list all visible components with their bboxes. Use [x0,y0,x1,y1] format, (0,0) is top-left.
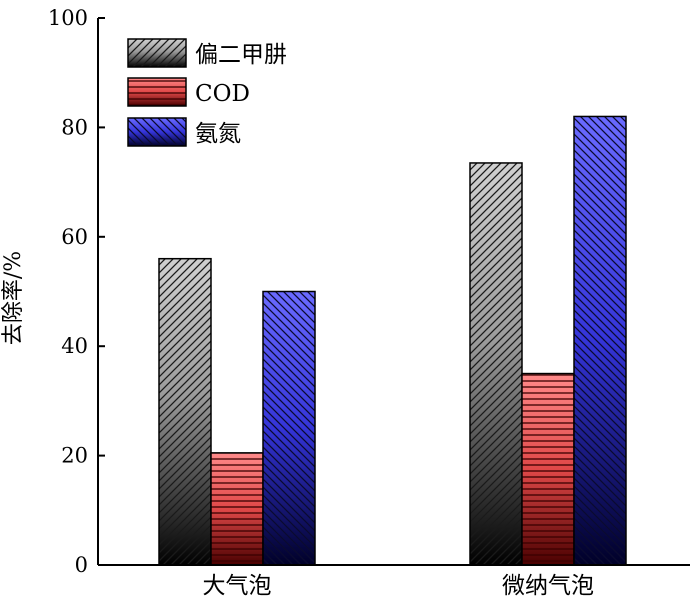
legend-item: 偏二甲肼 [127,38,287,68]
legend-label: COD [195,81,250,107]
category-labels-group: 大气泡 微纳气泡 [203,573,595,599]
y-tick-label: 100 [48,6,88,30]
axes-group [97,18,690,566]
y-axis-title: 去除率/% [1,251,26,345]
legend-item: 氨氮 [127,117,241,147]
bar [573,115,627,566]
y-tick-label: 80 [61,115,88,139]
bars-group [158,115,627,566]
y-tick-label: 0 [75,553,88,577]
bar [158,257,212,566]
x-category-label: 微纳气泡 [502,573,594,599]
legend-label: 偏二甲肼 [195,42,287,68]
legend-swatch [127,38,187,68]
x-category-label: 大气泡 [203,573,272,599]
y-tick-label: 40 [61,334,88,358]
legend-swatch [127,117,187,147]
bar [262,290,316,566]
y-tick-label: 60 [61,225,88,249]
bar [210,452,264,566]
bar [469,162,523,566]
legend-item: COD [127,77,250,107]
legend: 偏二甲肼 COD 氨氮 [127,38,287,147]
y-tick-label: 20 [61,444,88,468]
y-ticks-group: 0 20 40 60 80 100 [48,6,105,577]
legend-swatch [127,77,187,107]
bar [521,372,575,566]
legend-label: 氨氮 [195,121,241,147]
